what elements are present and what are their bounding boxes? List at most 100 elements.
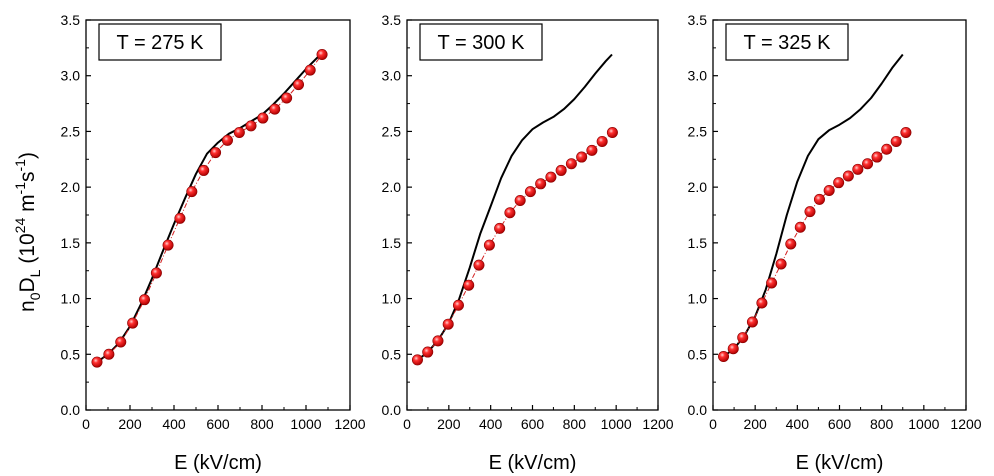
- data-point: [727, 343, 739, 355]
- data-point: [900, 127, 912, 139]
- data-point: [596, 135, 608, 147]
- x-tick-label: 1200: [642, 416, 673, 432]
- data-point: [174, 212, 186, 224]
- data-point: [269, 103, 281, 115]
- data-point: [91, 356, 103, 368]
- data-point: [524, 186, 536, 198]
- x-tick-label: 0: [403, 416, 411, 432]
- y-tick-label: 2.0: [688, 179, 708, 195]
- y-tick-label: 0.5: [382, 346, 402, 362]
- x-axis-label: E (kV/cm): [796, 452, 884, 474]
- data-point: [139, 294, 151, 306]
- data-point: [766, 277, 778, 289]
- data-point: [871, 151, 883, 163]
- y-tick-label: 1.5: [61, 235, 81, 251]
- data-point: [463, 279, 475, 291]
- plot-frame: [712, 19, 967, 411]
- y-tick-label: 0.5: [688, 346, 708, 362]
- model-curve: [722, 53, 904, 358]
- y-tick-label: 2.5: [688, 123, 708, 139]
- y-tick-label: 2.5: [61, 123, 81, 139]
- data-point: [473, 259, 485, 271]
- data-point: [233, 127, 245, 139]
- data-point: [504, 207, 516, 219]
- data-point: [127, 317, 139, 329]
- x-tick-label: 800: [563, 416, 587, 432]
- data-point: [494, 222, 506, 234]
- data-point: [586, 144, 598, 156]
- x-tick-label: 400: [479, 416, 503, 432]
- data-point: [785, 238, 797, 250]
- data-point: [432, 335, 444, 347]
- data-point: [852, 163, 864, 175]
- x-tick-label: 600: [521, 416, 545, 432]
- y-tick-label: 1.5: [382, 235, 402, 251]
- data-point: [535, 178, 547, 190]
- x-tick-label: 800: [870, 416, 894, 432]
- data-point: [881, 143, 893, 155]
- data-point: [411, 354, 423, 366]
- x-tick-label: 200: [118, 416, 142, 432]
- temperature-annotation-box: [725, 23, 849, 61]
- y-tick-label: 2.0: [61, 179, 81, 195]
- x-tick-label: 600: [828, 416, 852, 432]
- data-point: [794, 221, 806, 233]
- y-tick-label: 3.5: [688, 12, 708, 28]
- data-point: [862, 158, 874, 170]
- y-tick-label: 2.5: [382, 123, 402, 139]
- temperature-annotation-box: [98, 23, 222, 61]
- data-connector-line: [723, 132, 907, 357]
- data-point: [115, 336, 127, 348]
- panel-t325: 0 200 400 600 800 1000 1200 0.0 0.5 1.0 1.5 2.0 2.5 3…: [688, 12, 982, 474]
- x-tick-label: 200: [437, 416, 461, 432]
- y-tick-label: 0.5: [61, 346, 81, 362]
- data-point: [565, 158, 577, 170]
- panel-t300: 0 200 400 600 800 1000 1200 0.0 0.5 1.0 1.5 2.0 2.5 3…: [382, 12, 674, 474]
- panel-t275: 0 200 400 600 800 1000 1200 0.0 0.5 1.0 1.5 2.0 2.5 3…: [61, 12, 366, 474]
- data-point: [833, 177, 845, 189]
- data-point: [150, 267, 162, 279]
- data-point: [221, 134, 233, 146]
- x-tick-label: 1000: [908, 416, 939, 432]
- data-point: [746, 316, 758, 328]
- data-point: [775, 258, 787, 270]
- y-tick-label: 3.0: [688, 68, 708, 84]
- data-point: [293, 79, 305, 91]
- y-tick-label: 3.0: [61, 68, 81, 84]
- y-tick-label: 0.0: [688, 402, 708, 418]
- data-point: [737, 332, 749, 344]
- x-tick-label: 600: [206, 416, 230, 432]
- data-point: [422, 346, 434, 358]
- x-tick-label: 1200: [950, 416, 981, 432]
- x-tick-label: 0: [709, 416, 717, 432]
- data-point: [555, 164, 567, 176]
- data-point: [316, 49, 328, 61]
- x-axis-label: E (kV/cm): [489, 452, 577, 474]
- y-tick-label: 1.0: [61, 291, 81, 307]
- data-point: [483, 239, 495, 251]
- temperature-annotation: T = 300 K: [438, 32, 526, 54]
- y-tick-label: 1.5: [688, 235, 708, 251]
- data-point: [442, 318, 454, 330]
- data-point: [452, 299, 464, 311]
- data-point: [718, 351, 730, 363]
- temperature-annotation: T = 325 K: [744, 32, 832, 54]
- y-tick-label: 1.0: [382, 291, 402, 307]
- x-tick-label: 800: [250, 416, 274, 432]
- data-point: [804, 206, 816, 218]
- data-point: [842, 170, 854, 182]
- x-tick-label: 400: [786, 416, 810, 432]
- data-point: [162, 239, 174, 251]
- x-tick-label: 1200: [334, 416, 365, 432]
- y-tick-label: 3.5: [382, 12, 402, 28]
- data-point: [257, 112, 269, 124]
- data-point: [304, 64, 316, 76]
- data-point: [198, 164, 210, 176]
- data-point: [245, 120, 257, 132]
- data-point: [186, 186, 198, 198]
- y-tick-label: 0.0: [382, 402, 402, 418]
- data-point: [890, 135, 902, 147]
- data-point: [576, 151, 588, 163]
- data-point: [756, 297, 768, 309]
